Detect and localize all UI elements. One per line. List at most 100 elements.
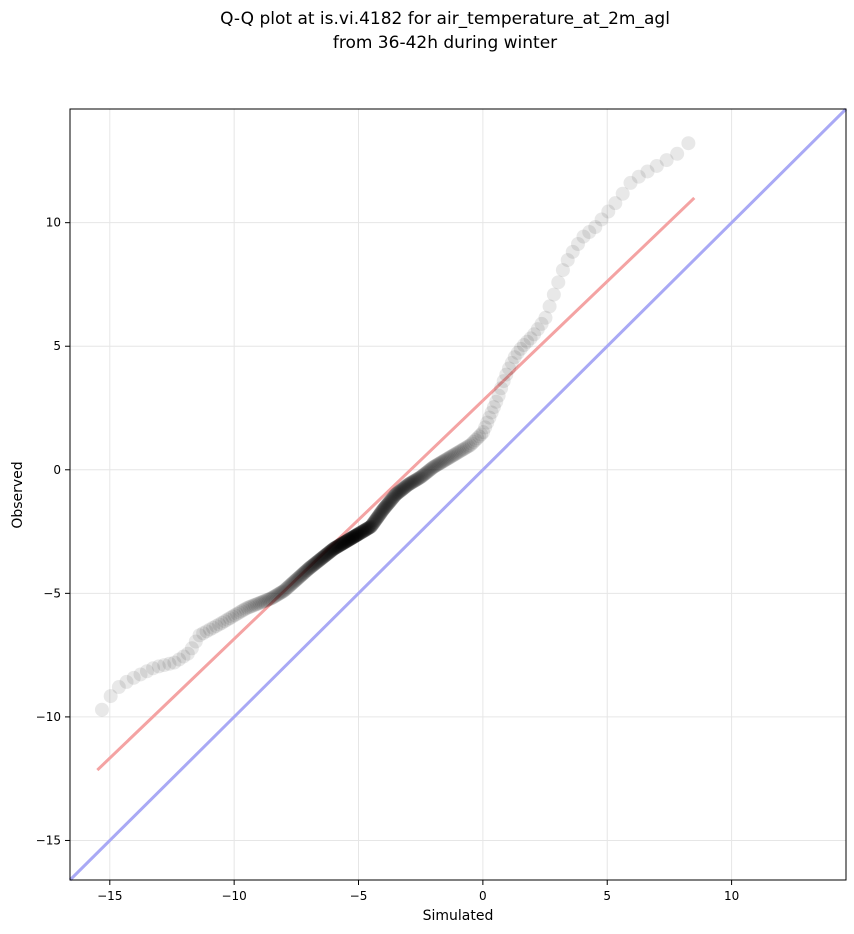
qq-point	[316, 549, 331, 564]
qq-point	[449, 446, 464, 461]
qq-point	[331, 538, 346, 553]
qq-point	[478, 420, 493, 435]
qq-point	[412, 470, 427, 485]
qq-point	[317, 548, 332, 563]
qq-point	[261, 592, 276, 607]
qq-point	[188, 634, 203, 649]
qq-point	[400, 478, 415, 493]
qq-point	[330, 539, 345, 554]
qq-point	[367, 515, 382, 530]
qq-point	[419, 465, 434, 480]
qq-point	[356, 524, 371, 539]
qq-point	[126, 670, 141, 685]
qq-point	[345, 530, 360, 545]
qq-point	[338, 534, 353, 549]
qq-point	[343, 531, 358, 546]
qq-point	[359, 522, 374, 537]
qq-point	[305, 558, 320, 573]
qq-point	[390, 485, 405, 500]
qq-point	[274, 585, 289, 600]
qq-point	[371, 508, 386, 523]
qq-point	[300, 562, 315, 577]
qq-point	[576, 229, 591, 244]
qq-point	[196, 626, 211, 641]
y-tick-label: 5	[53, 339, 61, 353]
qq-point	[456, 442, 471, 457]
qq-point	[401, 477, 416, 492]
qq-point	[551, 275, 566, 290]
qq-point	[267, 589, 282, 604]
qq-point	[434, 455, 449, 470]
qq-point	[442, 450, 457, 465]
qq-point	[257, 593, 272, 608]
qq-point	[347, 529, 362, 544]
qq-point	[474, 427, 489, 442]
qq-point	[333, 537, 348, 552]
qq-point	[328, 540, 343, 555]
qq-point	[298, 564, 313, 579]
qq-point	[395, 482, 410, 497]
qq-point	[368, 513, 383, 528]
qq-point	[293, 568, 308, 583]
qq-point	[336, 535, 351, 550]
qq-point	[450, 445, 465, 460]
qq-point	[382, 495, 397, 510]
qq-point	[570, 236, 585, 251]
qq-point	[414, 469, 429, 484]
qq-point	[377, 501, 392, 516]
qq-point	[378, 499, 393, 514]
qq-point	[285, 576, 300, 591]
qq-point	[366, 515, 381, 530]
qq-point	[393, 483, 408, 498]
qq-point	[424, 461, 439, 476]
qq-point	[476, 425, 491, 440]
reference-lines	[68, 107, 848, 882]
qq-point	[302, 560, 317, 575]
qq-point	[345, 530, 360, 545]
qq-point	[294, 568, 309, 583]
qq-point	[546, 287, 561, 302]
qq-point	[357, 523, 372, 538]
qq-point	[360, 521, 375, 536]
qq-point	[256, 594, 271, 609]
qq-point	[428, 458, 443, 473]
qq-point	[421, 464, 436, 479]
qq-point	[214, 615, 229, 630]
qq-point	[332, 538, 347, 553]
qq-point	[316, 550, 331, 565]
x-axis-ticks: −15 −10 −5 0 5 10	[97, 880, 739, 903]
qq-point	[399, 479, 414, 494]
qq-point	[287, 574, 302, 589]
qq-point	[504, 355, 519, 370]
qq-point	[354, 525, 369, 540]
qq-point	[336, 535, 351, 550]
qq-point	[298, 564, 313, 579]
qq-point	[340, 533, 355, 548]
qq-point	[362, 520, 377, 535]
qq-point	[337, 535, 352, 550]
qq-point	[386, 489, 401, 504]
qq-point	[184, 641, 199, 656]
qq-point	[368, 513, 383, 528]
qq-point	[459, 440, 474, 455]
qq-point	[242, 600, 257, 615]
qq-point	[225, 609, 240, 624]
qq-point	[244, 599, 259, 614]
qq-point	[344, 531, 359, 546]
qq-point	[421, 463, 436, 478]
qq-point	[133, 667, 148, 682]
qq-point	[297, 565, 312, 580]
qq-point	[313, 552, 328, 567]
qq-point	[324, 543, 339, 558]
qq-point	[342, 532, 357, 547]
qq-point	[335, 536, 350, 551]
qq-point	[227, 608, 242, 623]
qq-point	[383, 493, 398, 508]
qq-point	[376, 502, 391, 517]
qq-point	[296, 566, 311, 581]
qq-point	[303, 560, 318, 575]
qq-point	[279, 581, 294, 596]
qq-point	[263, 591, 278, 606]
x-tick-label: 0	[479, 889, 487, 903]
qq-point	[323, 544, 338, 559]
